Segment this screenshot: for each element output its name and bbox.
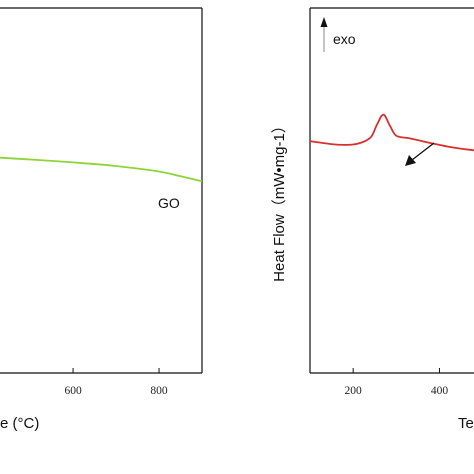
right-x-tick-label-400: 400	[431, 385, 449, 397]
right-panel: 200 400 exo Heat Flow（mW•mg-1） Te	[271, 7, 474, 432]
heat-flow-curve	[309, 113, 474, 152]
right-x-axis-label: Te	[458, 415, 474, 432]
peak-arrow-shaft	[411, 142, 435, 161]
left-x-tick-label-600: 600	[64, 385, 82, 397]
left-x-axis-label: e (°C)	[0, 415, 39, 432]
left-x-ticks: 600 800	[64, 368, 168, 397]
go-series-label: GO	[158, 195, 180, 211]
left-x-tick-label-800: 800	[150, 385, 168, 397]
exo-label: exo	[333, 31, 356, 47]
peak-arrow-icon	[405, 142, 435, 166]
right-x-tick-label-200: 200	[345, 385, 363, 397]
right-x-ticks: 200 400	[345, 368, 449, 397]
go-curve	[0, 156, 203, 183]
left-panel: 600 800 GO e (°C)	[0, 7, 203, 432]
peak-arrow-head	[405, 155, 416, 166]
exo-arrow-head	[320, 17, 328, 27]
right-y-axis-label: Heat Flow（mW•mg-1）	[271, 118, 288, 282]
exo-indicator: exo	[320, 17, 356, 52]
